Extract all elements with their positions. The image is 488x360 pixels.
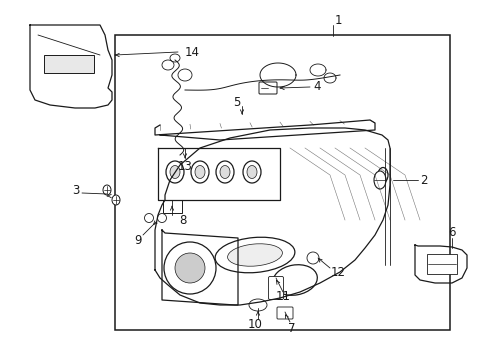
Circle shape — [163, 242, 216, 294]
Text: 2: 2 — [419, 174, 427, 186]
Ellipse shape — [227, 244, 282, 266]
FancyBboxPatch shape — [259, 82, 276, 94]
Text: 5: 5 — [233, 96, 240, 109]
Ellipse shape — [243, 161, 261, 183]
Ellipse shape — [215, 237, 294, 273]
Ellipse shape — [377, 167, 387, 183]
Text: 14: 14 — [184, 45, 200, 58]
Circle shape — [175, 253, 204, 283]
Ellipse shape — [246, 166, 257, 179]
FancyBboxPatch shape — [44, 55, 94, 73]
FancyBboxPatch shape — [426, 254, 456, 274]
Ellipse shape — [272, 265, 317, 295]
Ellipse shape — [157, 213, 166, 222]
Text: 8: 8 — [179, 213, 186, 226]
Text: 7: 7 — [287, 321, 295, 334]
Circle shape — [306, 252, 318, 264]
Text: 13: 13 — [177, 159, 192, 172]
Ellipse shape — [165, 161, 183, 183]
Ellipse shape — [170, 166, 180, 179]
Text: 10: 10 — [247, 318, 262, 330]
Text: 12: 12 — [330, 266, 345, 279]
Ellipse shape — [220, 166, 229, 179]
Ellipse shape — [216, 161, 234, 183]
Ellipse shape — [248, 299, 266, 311]
Ellipse shape — [103, 185, 111, 195]
Ellipse shape — [112, 195, 120, 205]
Text: 1: 1 — [334, 13, 341, 27]
FancyBboxPatch shape — [268, 276, 283, 300]
Text: 11: 11 — [275, 289, 290, 302]
Text: 4: 4 — [313, 81, 320, 94]
Text: 6: 6 — [447, 226, 455, 239]
Text: 3: 3 — [72, 184, 80, 197]
Ellipse shape — [195, 166, 204, 179]
Ellipse shape — [191, 161, 208, 183]
Text: 9: 9 — [134, 234, 142, 247]
Bar — [115, 35, 449, 330]
Ellipse shape — [144, 213, 153, 222]
FancyBboxPatch shape — [276, 307, 292, 319]
FancyBboxPatch shape — [162, 199, 181, 212]
Ellipse shape — [373, 171, 385, 189]
